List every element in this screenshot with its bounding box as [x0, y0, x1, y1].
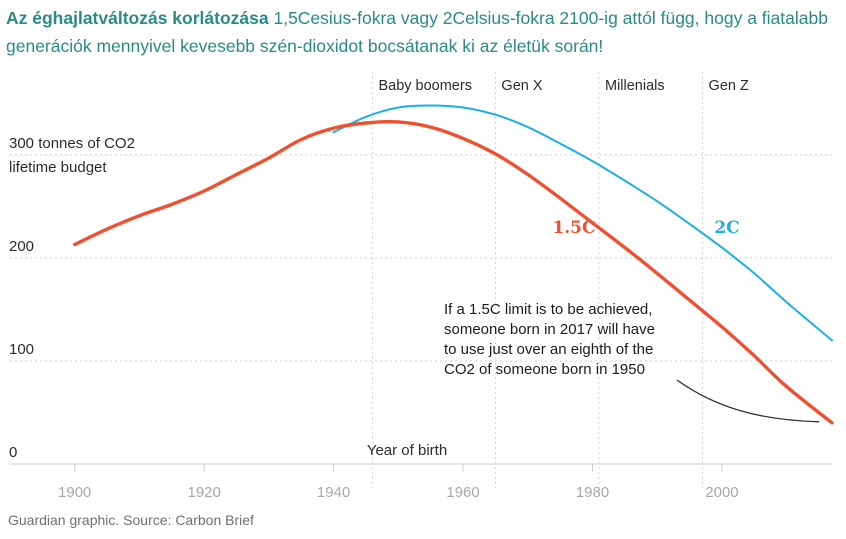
x-axis-label: Year of birth [367, 442, 447, 459]
annotation-pointer [676, 379, 820, 423]
y-tick-label: 100 [9, 341, 34, 358]
x-axis: 1900 1920 1940 1960 1980 2000 Year of birth [58, 442, 739, 501]
series-label: 1.5C [552, 218, 595, 238]
x-tick-label: 1960 [446, 484, 479, 501]
y-axis-label: 300 tonnes of CO2 [9, 135, 135, 152]
chart-title: Az éghajlatváltozás korlátozása 1,5Cesiu… [6, 4, 842, 60]
x-tick-label: 1980 [576, 484, 609, 501]
x-tick-label: 1940 [317, 484, 350, 501]
source-note: Guardian graphic. Source: Carbon Brief [8, 512, 254, 528]
x-tick-label: 1920 [187, 484, 220, 501]
title-text: 1,5Cesius-fokra vagy 2Celsius-fokra 2100… [6, 8, 828, 56]
annotation-text: someone born in 2017 will have [444, 321, 655, 338]
annotation-text: CO2 of someone born in 1950 [444, 361, 645, 378]
generation-label: Baby boomers [378, 78, 472, 94]
series-lines [73, 104, 834, 425]
series-label: 2C [714, 218, 739, 238]
annotation-text: If a 1.5C limit is to be achieved, [444, 301, 652, 318]
y-tick-label: 0 [9, 444, 17, 461]
grid [10, 154, 832, 465]
generation-label: Millenials [605, 78, 665, 94]
series-line [73, 119, 834, 425]
y-axis: 0 100 200 300 tonnes of CO2 lifetime budget [9, 135, 135, 461]
generation-label: Gen X [501, 78, 542, 94]
x-tick-label: 1900 [58, 484, 91, 501]
title-bold: Az éghajlatváltozás korlátozása [6, 8, 269, 28]
annotation: If a 1.5C limit is to be achieved, someon… [444, 301, 820, 423]
series-labels: 2C 1.5C [552, 218, 739, 238]
x-tick-label: 2000 [705, 484, 738, 501]
series-line [332, 104, 833, 342]
generation-label: Gen Z [709, 78, 749, 94]
generation-dividers: Baby boomers Gen X Millenials Gen Z [371, 72, 749, 488]
annotation-text: to use just over an eighth of the [444, 341, 653, 358]
y-tick-label: 200 [9, 238, 34, 255]
y-axis-label: lifetime budget [9, 159, 107, 176]
